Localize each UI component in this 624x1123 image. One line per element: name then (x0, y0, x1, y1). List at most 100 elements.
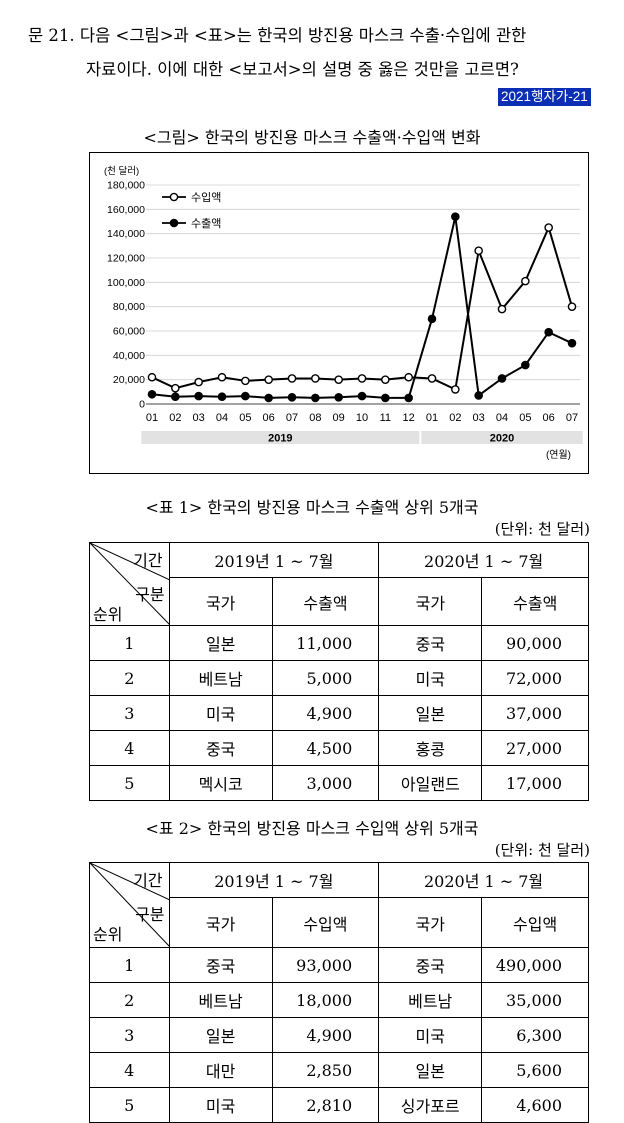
year-band (141, 431, 420, 444)
diagonal-lines (90, 543, 170, 625)
country-cell: 일본 (168, 625, 273, 661)
table-row: 4 대만 2,850 일본 5,600 (89, 1052, 589, 1088)
country-cell: 베트남 (168, 660, 273, 696)
x-tick-label: 07 (286, 412, 298, 424)
data-point (171, 392, 180, 401)
country-cell: 홍콩 (378, 730, 483, 766)
country-cell: 중국 (168, 947, 273, 983)
x-unit-label: (연월) (546, 449, 571, 461)
value-cell: 4,600 (481, 1087, 589, 1123)
country-cell: 베트남 (168, 982, 273, 1018)
value-cell: 27,000 (481, 730, 589, 766)
country-cell: 일본 (168, 1017, 273, 1053)
country-cell: 싱가포르 (378, 1087, 483, 1123)
data-point (147, 389, 157, 399)
data-point (521, 360, 530, 370)
data-point (544, 327, 553, 337)
y-tick-label: 0 (139, 399, 145, 411)
table2-corner-cell: 기간 구분 순위 (89, 862, 170, 948)
data-point (451, 212, 460, 221)
legend-label: 수입액 (191, 191, 221, 204)
rank-cell: 1 (89, 625, 170, 661)
x-tick-label: 03 (473, 412, 485, 424)
data-point (217, 392, 227, 401)
data-point (171, 383, 180, 393)
value-cell: 5,600 (481, 1052, 589, 1088)
data-point (451, 385, 460, 394)
data-point (567, 338, 577, 348)
value-cell: 90,000 (481, 625, 589, 661)
data-point (474, 246, 483, 255)
country-cell: 미국 (378, 660, 483, 696)
corner-period: 기간 (133, 551, 163, 570)
table2-period-2019: 2019년 1 ~ 7월 (168, 861, 380, 899)
y-tick-label: 160,000 (107, 204, 145, 216)
corner-rank: 순위 (93, 605, 123, 624)
x-tick-label: 10 (356, 412, 368, 424)
y-tick-label: 20,000 (113, 374, 145, 386)
value-cell: 4,900 (271, 1017, 380, 1053)
data-point (544, 223, 553, 232)
chart-svg: 180,000 160,000 140,000 120,000 100,000 80,00… (104, 165, 583, 461)
rank-cell: 2 (89, 982, 170, 1018)
data-point (381, 375, 390, 384)
table2-col-value: 수입액 (271, 897, 380, 948)
country-cell: 중국 (378, 625, 483, 661)
data-point (241, 376, 250, 386)
x-tick-label: 03 (193, 412, 205, 424)
data-point (404, 393, 413, 403)
y-tick-label: 140,000 (107, 228, 145, 240)
x-tick-label: 08 (309, 412, 321, 424)
table-row: 1 중국 93,000 중국 490,000 (89, 947, 589, 983)
series-line (151, 216, 573, 399)
year-band (421, 431, 583, 444)
data-point (427, 314, 437, 324)
x-tick-label: 11 (380, 412, 391, 424)
value-cell: 72,000 (481, 660, 589, 696)
table-row: 3 미국 4,900 일본 37,000 (89, 695, 589, 731)
legend-label: 수출액 (191, 217, 221, 230)
table1-col-value: 수출액 (481, 577, 589, 626)
rank-cell: 3 (89, 695, 170, 731)
table2-col-country: 국가 (168, 897, 273, 948)
legend-marker (169, 192, 179, 202)
y-tick-label: 60,000 (113, 326, 145, 338)
rank-cell: 2 (89, 660, 170, 696)
x-tick-label: 05 (239, 412, 251, 424)
table2: 기간 구분 순위 2019년 1 ~ 7월 2020년 1 ~ 7월 국가 수입… (89, 861, 589, 1123)
line-chart: 180,000 160,000 140,000 120,000 100,000 80,00… (89, 152, 589, 474)
y-tick-label: 100,000 (107, 277, 145, 289)
table-row: 1 일본 11,000 중국 90,000 (89, 625, 589, 661)
data-point (241, 391, 250, 401)
table1-col-value: 수출액 (271, 577, 380, 626)
data-point (497, 304, 507, 314)
y-unit-label: (천 달러) (104, 165, 139, 177)
table2-period-2020: 2020년 1 ~ 7월 (378, 861, 589, 899)
legend-marker (169, 218, 179, 228)
value-cell: 2,810 (271, 1087, 380, 1123)
data-point (334, 393, 343, 402)
data-point (264, 375, 273, 384)
x-tick-label: 02 (169, 412, 181, 424)
country-cell: 일본 (378, 1052, 483, 1088)
value-cell: 93,000 (271, 947, 380, 983)
data-point (427, 374, 437, 383)
question-line-2: 자료이다. 이에 대한 <보고서>의 설명 중 옳은 것만을 고르면? (86, 60, 519, 79)
corner-category: 구분 (135, 585, 165, 604)
figure-title: <그림> 한국의 방진용 마스크 수출액·수입액 변화 (143, 128, 481, 147)
country-cell: 미국 (168, 1087, 273, 1123)
series-line (151, 224, 573, 391)
x-tick-label: 01 (426, 412, 438, 424)
x-tick-label: 06 (543, 412, 555, 424)
value-cell: 17,000 (481, 765, 589, 801)
country-cell: 아일랜드 (378, 765, 483, 801)
data-point (311, 393, 320, 403)
data-point (194, 377, 203, 387)
table2-col-value: 수입액 (481, 897, 589, 948)
x-tick-label: 01 (146, 412, 158, 424)
value-cell: 37,000 (481, 695, 589, 731)
table-row: 5 미국 2,810 싱가포르 4,600 (89, 1087, 589, 1123)
rank-cell: 1 (89, 947, 170, 983)
rank-cell: 5 (89, 1087, 170, 1123)
table1-col-country: 국가 (168, 577, 273, 626)
